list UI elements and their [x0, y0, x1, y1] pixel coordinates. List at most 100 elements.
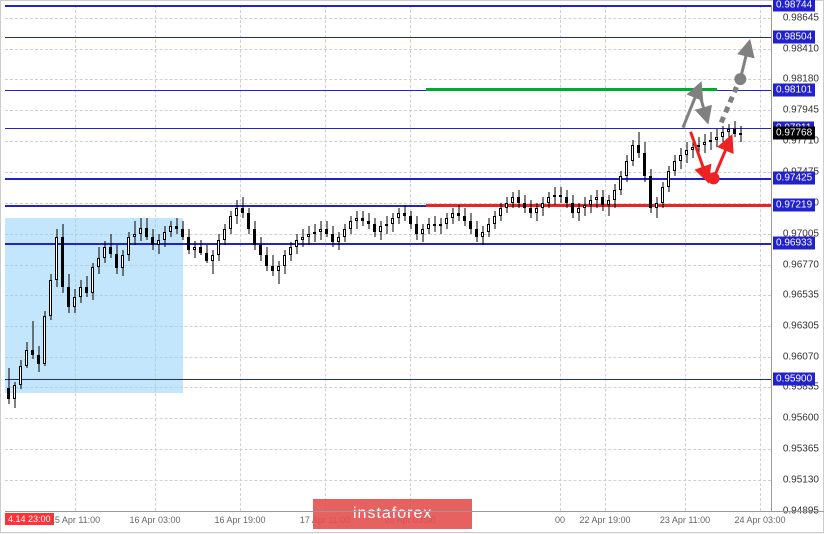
current-price-label: 0.97768: [773, 127, 815, 140]
candle: [421, 224, 424, 242]
candle: [451, 208, 454, 224]
grid-line: [410, 5, 411, 511]
grid-line: [5, 172, 771, 173]
candle: [517, 190, 520, 208]
candle: [13, 382, 16, 408]
candle: [91, 263, 94, 300]
candle: [265, 247, 268, 271]
candle: [589, 195, 592, 213]
candle: [295, 234, 298, 254]
candle: [25, 342, 28, 368]
candle: [79, 280, 82, 302]
y-tick-label: 0.97945: [777, 105, 819, 116]
level-line: [5, 243, 771, 245]
candle: [181, 221, 184, 239]
grid-line: [240, 5, 241, 511]
grid-line: [325, 5, 326, 511]
grid-line: [685, 5, 686, 511]
candle: [643, 142, 646, 181]
candle: [667, 166, 670, 192]
candle: [637, 132, 640, 158]
candle: [325, 221, 328, 237]
x-axis-current-label: 4.14 23:00: [5, 513, 54, 525]
candle: [481, 226, 484, 244]
candle: [109, 234, 112, 258]
candle: [241, 197, 244, 218]
candle: [559, 187, 562, 203]
candle: [541, 197, 544, 215]
candle: [433, 216, 436, 232]
candle: [67, 274, 70, 313]
grid-line: [5, 449, 771, 450]
candle: [49, 274, 52, 320]
candle: [595, 190, 598, 208]
candle: [379, 221, 382, 239]
level-label: 0.98101: [773, 83, 815, 96]
level-line: [5, 128, 771, 130]
candle: [487, 218, 490, 236]
level-line: [5, 178, 771, 180]
candle: [55, 229, 58, 287]
x-axis-label: 24 Apr 03:00: [734, 515, 785, 525]
candle: [565, 190, 568, 208]
level-label: 0.97425: [773, 172, 815, 185]
candle: [319, 221, 322, 239]
candle: [133, 221, 136, 245]
x-axis-label: 23 Apr 11:00: [660, 515, 710, 525]
candle: [511, 192, 514, 208]
candle: [631, 140, 634, 166]
candle: [709, 132, 712, 150]
candle: [85, 276, 88, 297]
candle: [715, 129, 718, 147]
grid-line: [760, 5, 761, 511]
candle: [193, 241, 196, 258]
candle: [277, 261, 280, 285]
candle: [655, 197, 658, 218]
colored-level-line: [426, 88, 717, 91]
candle: [355, 211, 358, 229]
candle: [331, 226, 334, 247]
y-tick-label: 0.96305: [777, 320, 819, 331]
candle: [463, 208, 466, 226]
y-tick-label: 0.96535: [777, 290, 819, 301]
candle: [649, 169, 652, 214]
candle: [523, 195, 526, 213]
candle: [223, 224, 226, 245]
candle: [43, 311, 46, 366]
candle: [535, 203, 538, 221]
candle: [625, 155, 628, 181]
x-axis-label: 00: [555, 515, 565, 525]
candle: [373, 218, 376, 236]
candle: [505, 197, 508, 213]
candle: [271, 255, 274, 276]
grid-line: [560, 5, 561, 511]
watermark: instaforex: [313, 499, 472, 529]
candle: [475, 221, 478, 242]
level-label: 0.97219: [773, 199, 815, 212]
grid-line: [5, 18, 771, 19]
candle: [697, 137, 700, 155]
candle: [601, 190, 604, 211]
level-label: 0.98504: [773, 30, 815, 43]
candle: [19, 360, 22, 389]
candle: [727, 124, 730, 140]
colored-level-line: [426, 204, 771, 207]
candle: [469, 213, 472, 234]
candle: [121, 250, 124, 276]
candle: [685, 142, 688, 163]
candle: [127, 232, 130, 261]
candle: [415, 216, 418, 240]
candle: [553, 187, 556, 205]
candle: [73, 289, 76, 313]
grid-line: [5, 49, 771, 50]
candle: [439, 218, 442, 234]
y-tick-label: 0.96070: [777, 351, 819, 362]
candle: [199, 240, 202, 256]
candle: [349, 216, 352, 234]
level-label: 0.98744: [773, 0, 815, 12]
grid-line: [5, 480, 771, 481]
candle: [259, 237, 262, 261]
candle: [163, 226, 166, 247]
level-line: [5, 5, 771, 7]
candle: [187, 229, 190, 254]
